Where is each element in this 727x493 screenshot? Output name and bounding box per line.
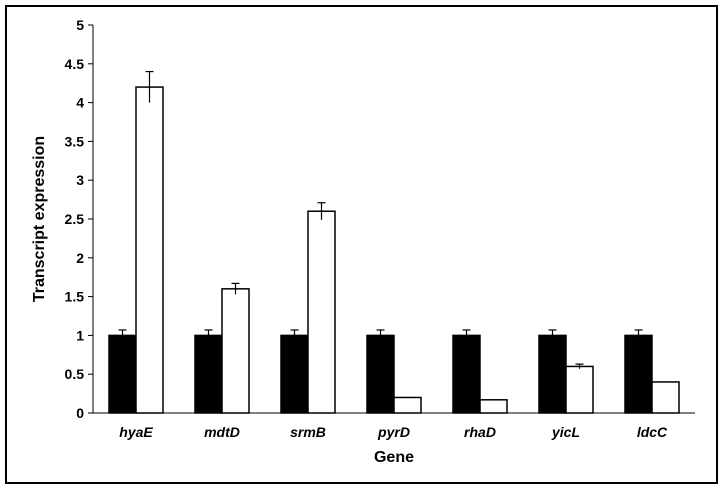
bar-yicL-series-2 bbox=[565, 365, 594, 414]
y-axis-ticks: 0 0.5 1 1.5 2 2.5 3 3.5 4 4.5 5 bbox=[65, 17, 93, 421]
y-tick-label: 2.5 bbox=[65, 211, 85, 227]
bar-srmB-series-1 bbox=[280, 334, 309, 414]
x-tick-label-pyrD: pyrD bbox=[377, 424, 410, 440]
y-tick-label: 3.5 bbox=[65, 133, 85, 149]
x-tick-label-mdtD: mdtD bbox=[204, 424, 240, 440]
bar-hyaE-series-2 bbox=[135, 86, 164, 414]
y-tick-label: 0 bbox=[76, 405, 84, 421]
y-tick-label: 2 bbox=[76, 250, 84, 266]
y-tick-label: 1 bbox=[76, 327, 84, 343]
y-tick-label: 4 bbox=[76, 95, 84, 111]
bar-rhaD-series-1 bbox=[452, 334, 481, 414]
bar-hyaE-series-1 bbox=[108, 334, 137, 414]
x-tick-label-hyaE: hyaE bbox=[119, 424, 153, 440]
y-tick-label: 1.5 bbox=[65, 289, 85, 305]
bars bbox=[108, 86, 680, 414]
x-tick-label-ldcC: ldcC bbox=[637, 424, 668, 440]
y-tick-label: 3 bbox=[76, 172, 84, 188]
bar-srmB-series-2 bbox=[307, 210, 336, 414]
bar-ldcC-series-1 bbox=[624, 334, 653, 414]
bar-ldcC-series-2 bbox=[651, 381, 680, 414]
bar-pyrD-series-1 bbox=[366, 334, 395, 414]
bar-yicL-series-1 bbox=[538, 334, 567, 414]
x-tick-label-srmB: srmB bbox=[290, 424, 326, 440]
bar-pyrD-series-2 bbox=[393, 396, 422, 414]
y-tick-label: 5 bbox=[76, 17, 84, 33]
y-axis-title: Transcript expression bbox=[31, 136, 48, 302]
bar-mdtD-series-2 bbox=[221, 288, 250, 414]
x-tick-label-rhaD: rhaD bbox=[464, 424, 496, 440]
y-tick-label: 4.5 bbox=[65, 56, 85, 72]
bar-rhaD-series-2 bbox=[479, 399, 508, 414]
x-tick-label-yicL: yicL bbox=[551, 424, 580, 440]
error-bars bbox=[118, 70, 643, 369]
x-axis-title: Gene bbox=[374, 449, 414, 466]
x-axis-labels: hyaE mdtD srmB pyrD rhaD yicL ldcC bbox=[119, 424, 668, 440]
y-tick-label: 0.5 bbox=[65, 366, 85, 382]
bar-mdtD-series-1 bbox=[194, 334, 223, 414]
